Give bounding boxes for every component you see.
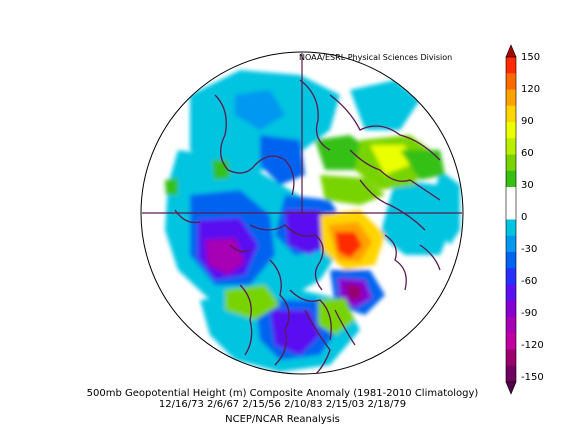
colorbar-label: 90	[521, 116, 534, 128]
coastlines	[174, 79, 441, 374]
colorbar-label: 60	[521, 148, 534, 160]
colorbar-swatch	[506, 300, 516, 318]
colorbar-label: 30	[521, 180, 534, 192]
colorbar-swatch	[506, 268, 516, 285]
colorbar-label: -120	[521, 340, 544, 352]
colorbar-swatch	[506, 203, 516, 220]
colorbar-swatch	[506, 73, 516, 90]
colorbar-swatch	[506, 89, 516, 107]
colorbar-label: 0	[521, 212, 528, 224]
colorbar-swatch	[506, 284, 516, 302]
caption-line-3: NCEP/NCAR Reanalysis	[225, 414, 340, 425]
colorbar-swatch	[506, 57, 516, 74]
colorbar-swatch	[506, 138, 516, 155]
colorbar-label: -90	[521, 308, 538, 320]
colorbar-swatch	[506, 122, 516, 139]
colorbar	[505, 44, 517, 395]
colorbar-swatch	[506, 105, 516, 123]
colorbar-label: -150	[521, 372, 544, 384]
colorbar-swatch	[506, 235, 516, 253]
map-border	[140, 51, 464, 375]
colorbar-swatch	[506, 252, 516, 269]
colorbar-swatch	[506, 349, 516, 367]
colorbar-top-arrow	[505, 44, 517, 58]
caption-line-1: 500mb Geopotential Height (m) Composite …	[86, 388, 479, 399]
colorbar-swatch	[506, 365, 516, 383]
colorbar-label: 120	[521, 84, 541, 95]
colorbar-label: -60	[521, 276, 538, 288]
colorbar-swatch	[506, 317, 516, 334]
colorbar-label: 150	[521, 52, 541, 63]
colorbar-swatch	[506, 187, 516, 204]
graticule	[142, 53, 462, 214]
colorbar-swatch	[506, 170, 516, 188]
colorbar-swatch	[506, 219, 516, 237]
colorbar-swatch	[506, 154, 516, 172]
colorbar-bottom-arrow	[505, 381, 517, 395]
credit-text: NOAA/ESRL Physical Sciences Division	[299, 53, 453, 62]
colorbar-swatch	[506, 333, 516, 350]
colorbar-label: -30	[521, 244, 538, 256]
caption-line-2: 12/16/73 2/6/67 2/15/56 2/10/83 2/15/03 …	[158, 399, 407, 410]
